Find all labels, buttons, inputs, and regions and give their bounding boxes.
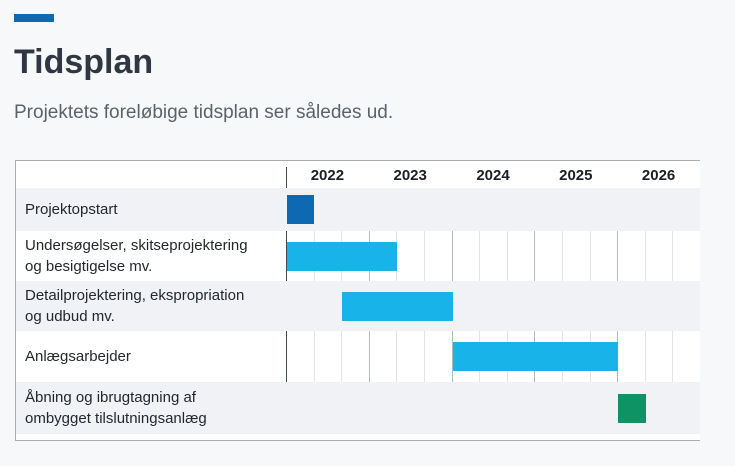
task-row: Detailprojektering, ekspropriation og ud… xyxy=(16,281,700,331)
task-label: Anlægsarbejder xyxy=(25,348,131,365)
task-bar xyxy=(618,393,646,423)
year-label: 2026 xyxy=(641,167,676,184)
page-subtitle: Projektets foreløbige tidsplan ser såled… xyxy=(14,102,394,123)
task-row: Åbning og ibrugtagning af ombygget tilsl… xyxy=(16,382,700,434)
accent-bar xyxy=(14,14,54,22)
task-label: Detailprojektering, ekspropriation og ud… xyxy=(25,287,245,325)
year-label: 2024 xyxy=(476,167,510,184)
task-bar xyxy=(342,291,453,321)
task-timeline xyxy=(286,382,700,434)
task-bar xyxy=(287,195,315,224)
gantt-chart: 2022 2023 2024 2025 2026 Projektopstart Under… xyxy=(15,160,700,441)
task-row: Anlægsarbejder xyxy=(16,331,700,382)
task-bar xyxy=(287,241,398,271)
task-label: Undersøgelser, skitseprojektering og bes… xyxy=(25,237,248,275)
task-timeline xyxy=(286,331,700,382)
task-timeline xyxy=(286,281,700,331)
task-label: Projektopstart xyxy=(25,201,118,218)
task-timeline xyxy=(286,188,700,231)
task-rows: Projektopstart Undersøgelser, skitseproje… xyxy=(16,188,700,434)
year-label: 2022 xyxy=(310,167,345,184)
page-title: Tidsplan xyxy=(14,43,154,81)
year-label: 2025 xyxy=(559,167,593,184)
task-row: Projektopstart xyxy=(16,188,700,231)
task-bar xyxy=(452,342,619,371)
task-row: Undersøgelser, skitseprojektering og bes… xyxy=(16,231,700,281)
task-label: Åbning og ibrugtagning af ombygget tilsl… xyxy=(25,389,207,427)
task-timeline xyxy=(286,231,700,281)
year-label: 2023 xyxy=(393,167,427,184)
